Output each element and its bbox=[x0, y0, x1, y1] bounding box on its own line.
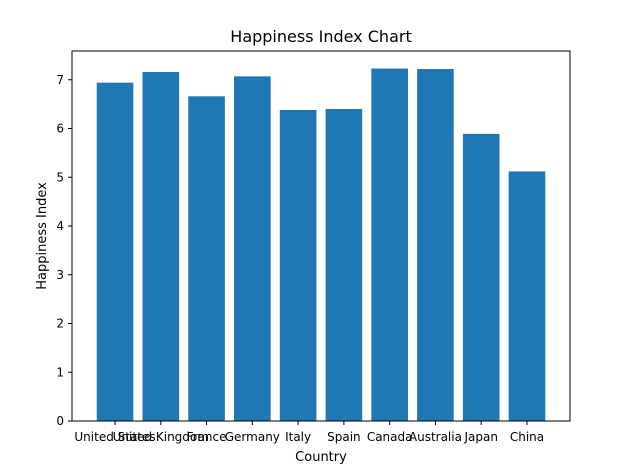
y-tick-label: 5 bbox=[56, 170, 64, 184]
y-tick-label: 7 bbox=[56, 73, 64, 87]
bar-united-states bbox=[96, 82, 134, 421]
x-tick-label: Italy bbox=[285, 430, 311, 444]
x-tick-label: Spain bbox=[327, 430, 361, 444]
x-axis-label: Country bbox=[295, 450, 347, 465]
bar-spain bbox=[325, 109, 363, 421]
y-tick-label: 4 bbox=[56, 219, 64, 233]
plot-frame bbox=[71, 50, 571, 422]
bar-united-kingdom bbox=[142, 71, 180, 422]
bar-germany bbox=[234, 76, 271, 421]
y-tick-label: 1 bbox=[56, 365, 64, 379]
bar-canada bbox=[371, 68, 408, 422]
x-tick-label: Germany bbox=[225, 430, 280, 444]
x-tick-label: United States bbox=[74, 430, 155, 444]
y-axis-ticks: 0 1 2 3 4 5 6 7 bbox=[56, 73, 72, 428]
y-tick-label: 6 bbox=[56, 122, 64, 136]
bar-australia bbox=[417, 69, 454, 421]
y-tick-label: 3 bbox=[56, 268, 64, 282]
chart-title: Happiness Index Chart bbox=[230, 27, 411, 46]
bar-china bbox=[508, 171, 546, 421]
y-tick-label: 2 bbox=[56, 317, 64, 331]
x-tick-label: France bbox=[187, 430, 227, 444]
bar-japan bbox=[462, 133, 500, 421]
x-tick-label: China bbox=[510, 430, 544, 444]
y-tick-label: 0 bbox=[56, 414, 64, 428]
bar-italy bbox=[279, 109, 317, 422]
x-tick-label: United Kingdom bbox=[113, 430, 209, 444]
x-tick-label: Australia bbox=[409, 430, 462, 444]
x-tick-label: Japan bbox=[463, 430, 497, 444]
x-tick-label: Canada bbox=[367, 430, 413, 444]
bars-group bbox=[96, 68, 546, 422]
bar-france bbox=[188, 96, 225, 421]
y-axis-label: Happiness Index bbox=[35, 182, 50, 290]
